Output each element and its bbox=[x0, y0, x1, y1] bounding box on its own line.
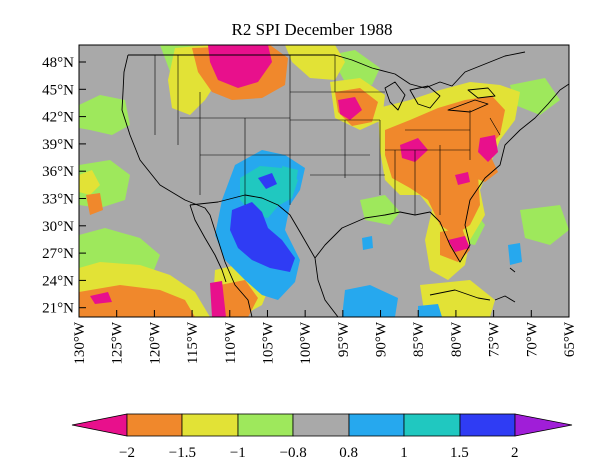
lon-tick-label: 120°W bbox=[147, 321, 163, 364]
colorbar-label: −2 bbox=[119, 445, 135, 461]
caribbean-islands bbox=[429, 267, 516, 303]
field-moderate-dry bbox=[79, 45, 505, 317]
lon-tick-label: 115°W bbox=[185, 321, 201, 364]
colorbar-segment-3 bbox=[237, 413, 294, 437]
colorbar-segment-4 bbox=[292, 413, 350, 437]
colorbar-label: 2 bbox=[511, 445, 519, 461]
gulf-coast bbox=[314, 83, 569, 263]
colorbar-label: −1.5 bbox=[169, 445, 196, 461]
lat-tick-label: 27°N bbox=[42, 246, 74, 262]
field-strong-wet bbox=[230, 173, 295, 272]
lat-tick-label: 39°N bbox=[42, 137, 74, 153]
state-lines bbox=[154, 55, 501, 215]
lon-tick-label: 65°W bbox=[562, 321, 578, 357]
colorbar-label: 1 bbox=[400, 445, 408, 461]
lon-tick-label: 85°W bbox=[411, 321, 427, 357]
map-title: R2 SPI December 1988 bbox=[231, 20, 392, 39]
lat-tick-label: 36°N bbox=[42, 164, 74, 180]
lon-tick-label: 130°W bbox=[72, 321, 88, 364]
mexico-gulf-coast bbox=[314, 257, 339, 317]
colorbar-segment-2 bbox=[181, 413, 239, 437]
lat-tick-label: 42°N bbox=[42, 110, 74, 126]
lat-tick-label: 48°N bbox=[42, 55, 74, 71]
lat-tick-label: 30°N bbox=[42, 219, 74, 235]
longitude-axis: 130°W 125°W 120°W 115°W 110°W 105°W 100°W 95°W 9… bbox=[72, 310, 578, 365]
lat-tick-label: 45°N bbox=[42, 82, 74, 98]
lat-tick-label: 21°N bbox=[42, 301, 74, 317]
colorbar-segment-1 bbox=[126, 413, 183, 437]
lon-tick-label: 100°W bbox=[298, 321, 314, 364]
lon-tick-label: 75°W bbox=[487, 321, 503, 357]
colorbar-label: −1 bbox=[230, 445, 246, 461]
colorbar-label: 0.8 bbox=[339, 445, 358, 461]
colorbar-label: 1.5 bbox=[450, 445, 469, 461]
colorbar-segment-over bbox=[514, 413, 573, 437]
map-frame bbox=[78, 44, 570, 318]
baja-peninsula bbox=[189, 204, 227, 283]
colorbar-label: −0.8 bbox=[280, 445, 307, 461]
lon-tick-label: 70°W bbox=[524, 321, 540, 357]
canada-us-border bbox=[128, 51, 526, 89]
lon-tick-label: 105°W bbox=[260, 321, 276, 364]
mexico-us-border bbox=[189, 194, 316, 259]
field-mild-dry bbox=[79, 45, 520, 317]
colorbar-segment-7 bbox=[459, 413, 516, 437]
map-panel bbox=[79, 45, 569, 317]
lon-tick-label: 125°W bbox=[110, 321, 126, 364]
great-lakes bbox=[384, 81, 496, 113]
precipitation-field bbox=[79, 45, 569, 317]
land-outlines bbox=[121, 51, 569, 317]
colorbar-segment-5 bbox=[348, 413, 405, 437]
lon-tick-label: 90°W bbox=[374, 321, 390, 357]
colorbar-segment-under bbox=[71, 413, 128, 437]
lat-tick-label: 24°N bbox=[42, 273, 74, 289]
colorbar-labels: −2 −1.5 −1 −0.8 0.8 1 1.5 2 bbox=[119, 445, 519, 461]
pacific-coast bbox=[121, 54, 253, 317]
lon-tick-label: 95°W bbox=[336, 321, 352, 357]
latitude-axis: 48°N 45°N 42°N 39°N 36°N 33°N 30°N 27°N 24°N 21°N bbox=[42, 55, 86, 317]
lat-tick-label: 33°N bbox=[42, 192, 74, 208]
colorbar-segment-6 bbox=[403, 413, 461, 437]
lon-tick-label: 110°W bbox=[223, 321, 239, 364]
colorbar bbox=[71, 413, 573, 437]
lon-tick-label: 80°W bbox=[449, 321, 465, 357]
